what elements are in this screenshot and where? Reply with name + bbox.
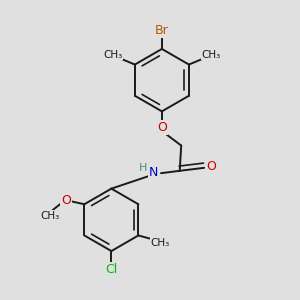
Text: O: O (61, 194, 71, 207)
Text: Br: Br (155, 24, 169, 37)
Text: CH₃: CH₃ (202, 50, 221, 60)
Text: H: H (139, 163, 147, 173)
Text: N: N (149, 166, 159, 179)
Text: CH₃: CH₃ (103, 50, 122, 60)
Text: CH₃: CH₃ (40, 211, 59, 220)
Text: Cl: Cl (105, 263, 118, 276)
Text: O: O (207, 160, 217, 173)
Text: O: O (157, 121, 167, 134)
Text: CH₃: CH₃ (151, 238, 170, 248)
